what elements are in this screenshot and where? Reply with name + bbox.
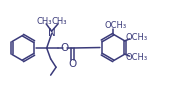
Text: OCH₃: OCH₃: [126, 53, 148, 62]
Text: OCH₃: OCH₃: [126, 33, 148, 42]
Text: O: O: [61, 43, 69, 53]
Text: CH₃: CH₃: [52, 17, 67, 26]
Text: O: O: [68, 59, 76, 69]
Text: CH₃: CH₃: [37, 17, 52, 26]
Text: N: N: [48, 28, 55, 38]
Text: OCH₃: OCH₃: [104, 21, 126, 30]
